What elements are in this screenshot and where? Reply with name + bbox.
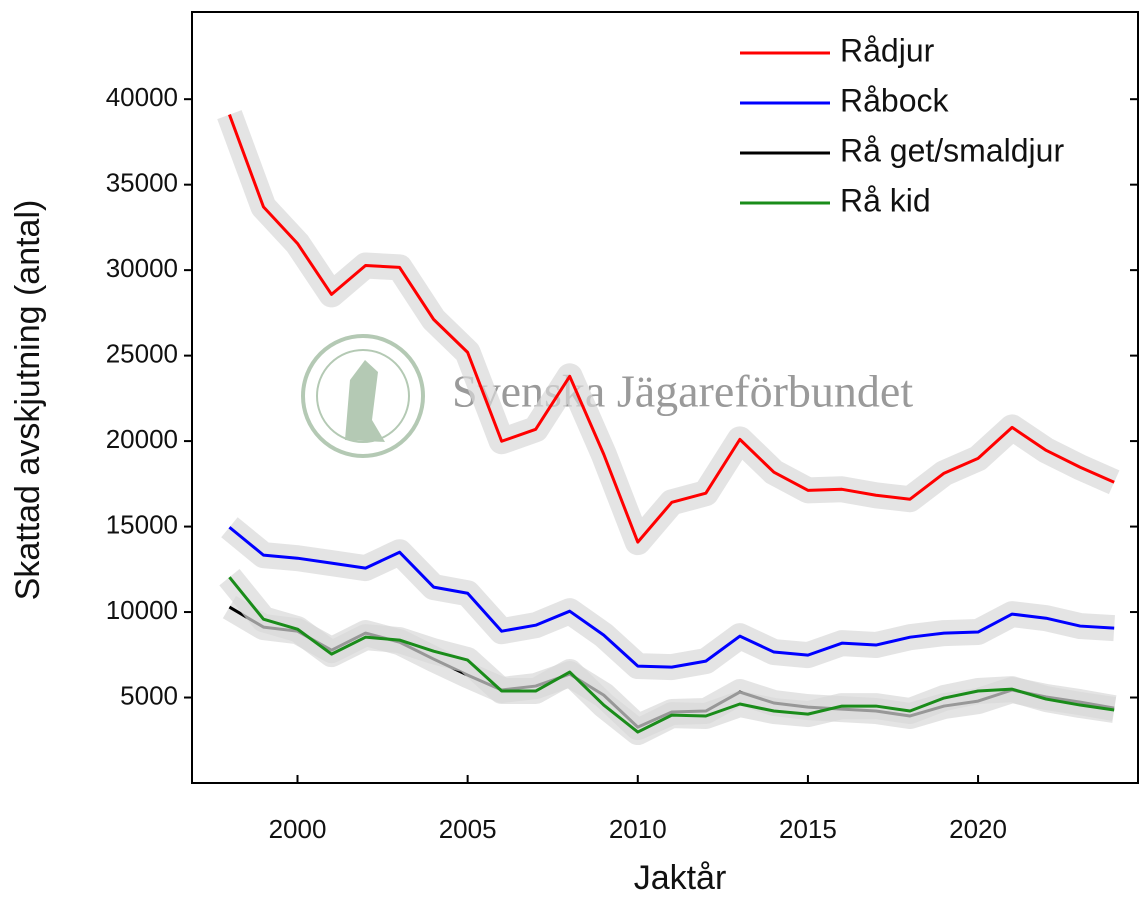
y-tick-label: 5000 (120, 680, 178, 710)
x-axis-title: Jaktår (634, 859, 727, 897)
legend-label: Råbock (840, 82, 950, 118)
plot-frame (191, 11, 1139, 784)
legend-label: Rådjur (840, 32, 935, 68)
x-tick-label: 2005 (439, 814, 497, 844)
logo (301, 334, 425, 458)
y-tick-label: 15000 (106, 509, 178, 539)
series-line (228, 576, 1115, 734)
x-tick-label: 2015 (779, 814, 837, 844)
x-tick-label: 2020 (949, 814, 1007, 844)
x-tick-label: 2000 (269, 814, 327, 844)
legend-label: Rå kid (840, 182, 931, 218)
line-band (217, 110, 1120, 556)
y-tick-label: 35000 (106, 168, 178, 198)
watermark: Svenska Jägareförbundet (452, 366, 913, 417)
x-tick-label: 2010 (609, 814, 667, 844)
y-axis-title: Skattad avskjutning (antal) (9, 200, 47, 601)
y-tick-label: 40000 (106, 82, 178, 112)
y-tick-label: 20000 (106, 424, 178, 454)
series-line (228, 114, 1115, 544)
legend-label: Rå get/smaldjur (840, 132, 1064, 168)
y-tick-label: 25000 (106, 338, 178, 368)
y-tick-label: 10000 (106, 595, 178, 625)
y-tick-label: 30000 (106, 253, 178, 283)
series-line (228, 526, 1115, 669)
